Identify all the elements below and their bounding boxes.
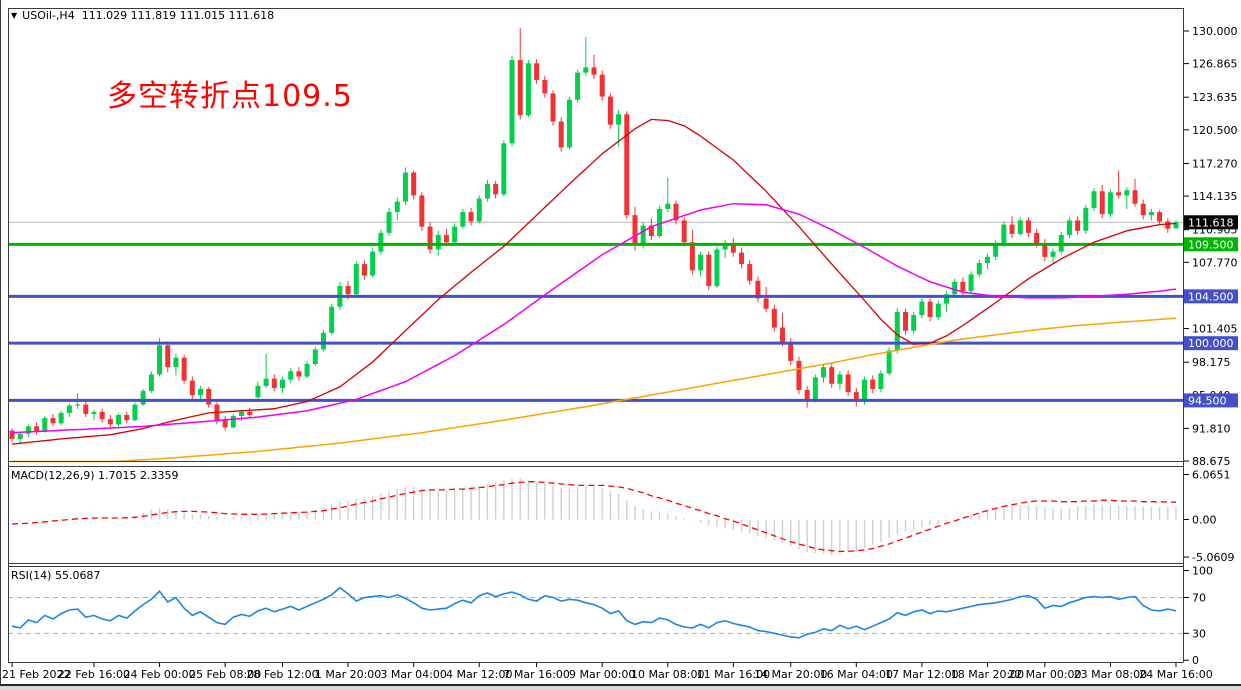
chart-title-bar: ▼ USOil-,H4 111.029 111.819 111.015 111.6… bbox=[11, 9, 275, 22]
svg-text:0: 0 bbox=[1192, 654, 1199, 667]
collapse-icon[interactable]: ▼ bbox=[11, 11, 18, 20]
svg-text:9 Mar 00:00: 9 Mar 00:00 bbox=[569, 668, 635, 681]
svg-text:16 Mar 04:00: 16 Mar 04:00 bbox=[820, 668, 893, 681]
svg-text:126.865: 126.865 bbox=[1192, 58, 1238, 71]
svg-text:3 Mar 04:00: 3 Mar 04:00 bbox=[380, 668, 446, 681]
svg-text:23 Mar 08:00: 23 Mar 08:00 bbox=[1074, 668, 1147, 681]
svg-text:-5.0609: -5.0609 bbox=[1192, 551, 1234, 564]
rsi-line bbox=[11, 586, 1177, 639]
svg-text:109.500: 109.500 bbox=[1188, 238, 1234, 251]
ma-fast bbox=[11, 118, 1177, 445]
svg-text:25 Feb 08:00: 25 Feb 08:00 bbox=[189, 668, 261, 681]
svg-text:100.000: 100.000 bbox=[1188, 337, 1234, 350]
svg-text:130.000: 130.000 bbox=[1192, 25, 1238, 38]
rsi-indicator-label: RSI(14) 55.0687 bbox=[11, 569, 101, 582]
svg-text:111.618: 111.618 bbox=[1188, 216, 1234, 229]
svg-text:107.770: 107.770 bbox=[1192, 256, 1238, 269]
svg-text:114.135: 114.135 bbox=[1192, 190, 1238, 203]
window-bottom-strip bbox=[0, 686, 1241, 690]
time-axis[interactable] bbox=[8, 663, 1183, 684]
price-axis[interactable] bbox=[1184, 8, 1241, 662]
svg-text:11 Mar 16:00: 11 Mar 16:00 bbox=[697, 668, 770, 681]
ma-slow bbox=[12, 317, 1177, 463]
candles bbox=[9, 27, 1179, 445]
svg-text:98.175: 98.175 bbox=[1192, 356, 1231, 369]
svg-text:101.405: 101.405 bbox=[1192, 323, 1238, 336]
svg-text:1 Mar 20:00: 1 Mar 20:00 bbox=[315, 668, 381, 681]
horizontal-level-lines[interactable] bbox=[8, 242, 1183, 402]
macd-histogram bbox=[11, 477, 1177, 556]
moving-averages bbox=[11, 118, 1177, 463]
svg-text:24 Mar 16:00: 24 Mar 16:00 bbox=[1139, 668, 1212, 681]
svg-text:70: 70 bbox=[1192, 591, 1206, 604]
chart-text-annotation[interactable]: 多空转折点109.5 bbox=[107, 79, 353, 114]
price-level-badges: 109.500 104.500 100.000 94.500 111.618 bbox=[1184, 215, 1238, 408]
svg-text:14 Mar 20:00: 14 Mar 20:00 bbox=[754, 668, 827, 681]
svg-text:24 Feb 00:00: 24 Feb 00:00 bbox=[123, 668, 195, 681]
svg-text:28 Feb 12:00: 28 Feb 12:00 bbox=[246, 668, 318, 681]
macd-indicator-label: MACD(12,26,9) 1.7015 2.3359 bbox=[11, 469, 179, 482]
svg-text:88.675: 88.675 bbox=[1192, 455, 1231, 468]
svg-text:22 Feb 16:00: 22 Feb 16:00 bbox=[58, 668, 130, 681]
svg-text:117.270: 117.270 bbox=[1192, 157, 1238, 170]
svg-text:6.0651: 6.0651 bbox=[1192, 469, 1231, 482]
svg-text:91.810: 91.810 bbox=[1192, 422, 1231, 435]
svg-text:22 Mar 00:00: 22 Mar 00:00 bbox=[1008, 668, 1081, 681]
symbol-ohlc-title: USOil-,H4 111.029 111.819 111.015 111.61… bbox=[22, 9, 275, 22]
panel-frames bbox=[0, 0, 1184, 690]
svg-text:4 Mar 12:00: 4 Mar 12:00 bbox=[446, 668, 512, 681]
svg-text:94.500: 94.500 bbox=[1188, 394, 1227, 407]
svg-text:21 Feb 2022: 21 Feb 2022 bbox=[2, 668, 70, 681]
svg-text:10 Mar 08:00: 10 Mar 08:00 bbox=[631, 668, 704, 681]
svg-text:17 Mar 12:00: 17 Mar 12:00 bbox=[885, 668, 958, 681]
svg-text:120.500: 120.500 bbox=[1192, 124, 1238, 137]
macd-signal-line bbox=[11, 481, 1177, 553]
svg-text:104.500: 104.500 bbox=[1188, 290, 1234, 303]
svg-text:123.635: 123.635 bbox=[1192, 91, 1238, 104]
svg-text:100: 100 bbox=[1192, 565, 1213, 578]
svg-text:0.00: 0.00 bbox=[1192, 514, 1217, 527]
svg-text:7 Mar 16:00: 7 Mar 16:00 bbox=[503, 668, 569, 681]
svg-text:18 Mar 20:00: 18 Mar 20:00 bbox=[951, 668, 1024, 681]
ma-medium bbox=[11, 202, 1177, 434]
svg-text:30: 30 bbox=[1192, 627, 1206, 640]
